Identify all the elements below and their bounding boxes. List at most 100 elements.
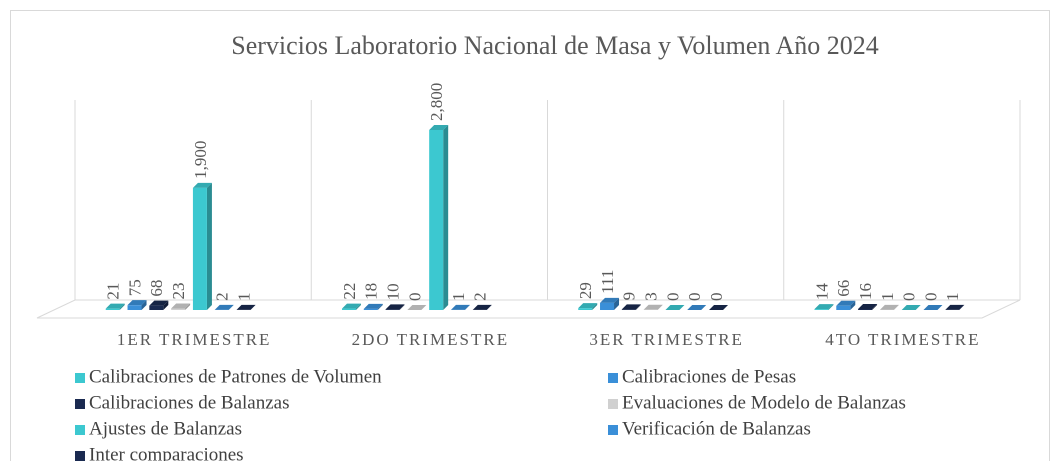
data-label: 29 bbox=[576, 282, 595, 299]
bar bbox=[429, 130, 444, 310]
legend-swatch bbox=[608, 373, 618, 383]
data-label: 111 bbox=[598, 270, 617, 294]
bar-top bbox=[578, 303, 598, 309]
x-tick-label: 2DO TRIMESTRE bbox=[352, 330, 509, 349]
bar-side bbox=[206, 182, 212, 310]
bar bbox=[105, 308, 120, 310]
bar-top bbox=[879, 304, 899, 310]
data-label: 10 bbox=[383, 283, 402, 300]
bar-side bbox=[163, 300, 169, 310]
bar-top bbox=[236, 304, 256, 310]
legend-swatch bbox=[75, 399, 85, 409]
bar-top bbox=[814, 304, 834, 310]
bar-top bbox=[363, 303, 383, 309]
bar-side bbox=[635, 304, 641, 310]
bar-top bbox=[149, 300, 169, 306]
bar-top bbox=[214, 304, 234, 310]
chart-title: Servicios Laboratorio Nacional de Masa y… bbox=[231, 31, 878, 60]
bar-top bbox=[923, 305, 943, 310]
bar-top bbox=[687, 305, 707, 310]
data-label: 21 bbox=[104, 283, 123, 300]
bar-top bbox=[171, 303, 191, 309]
bar-top bbox=[600, 297, 620, 303]
data-label: 22 bbox=[340, 283, 359, 300]
bar-top bbox=[621, 304, 641, 310]
bar bbox=[192, 187, 207, 310]
bar-side bbox=[893, 304, 899, 310]
bar bbox=[600, 302, 615, 310]
bar bbox=[127, 305, 142, 310]
data-label: 1 bbox=[878, 292, 897, 301]
data-label: 0 bbox=[900, 293, 919, 302]
legend-label: Evaluaciones de Modelo de Balanzas bbox=[622, 392, 906, 413]
legend-label: Ajustes de Balanzas bbox=[89, 418, 242, 439]
data-label: 2 bbox=[471, 292, 490, 301]
x-tick-label: 1ER TRIMESTRE bbox=[117, 330, 272, 349]
bar-top bbox=[429, 125, 449, 130]
data-label: 66 bbox=[834, 280, 853, 297]
legend-swatch bbox=[608, 399, 618, 409]
bar-top bbox=[385, 304, 405, 310]
legend-label: Calibraciones de Patrones de Volumen bbox=[89, 366, 382, 387]
data-label: 0 bbox=[685, 293, 704, 302]
bar-top bbox=[407, 305, 427, 310]
bar-side bbox=[141, 300, 147, 310]
bar-side bbox=[377, 303, 383, 310]
x-tick-label: 3ER TRIMESTRE bbox=[589, 330, 744, 349]
bar bbox=[836, 305, 851, 310]
bar bbox=[814, 309, 829, 310]
legend-label: Calibraciones de Pesas bbox=[622, 366, 796, 387]
data-label: 2,800 bbox=[427, 83, 446, 121]
bar-side bbox=[614, 297, 620, 310]
bar-side bbox=[850, 300, 856, 310]
bar-top bbox=[450, 304, 470, 310]
bar-top bbox=[665, 305, 685, 310]
bar-side bbox=[185, 303, 191, 310]
legend-swatch bbox=[75, 425, 85, 435]
bar-side bbox=[657, 304, 663, 310]
chart-border bbox=[10, 10, 1050, 461]
bar-side bbox=[464, 304, 470, 310]
bar-top bbox=[836, 300, 856, 306]
bar-side bbox=[355, 303, 361, 310]
legend-label: Calibraciones de Balanzas bbox=[89, 392, 289, 413]
data-label: 16 bbox=[856, 283, 875, 300]
data-label: 1 bbox=[449, 292, 468, 301]
bar-side bbox=[250, 304, 256, 310]
bar bbox=[858, 308, 873, 310]
bar bbox=[341, 308, 356, 310]
bar-top bbox=[341, 303, 361, 309]
bar-side bbox=[228, 304, 234, 310]
bar-side bbox=[592, 303, 598, 310]
bar-side bbox=[119, 303, 125, 310]
bar-side bbox=[486, 304, 492, 310]
bar-top bbox=[643, 304, 663, 310]
data-label: 14 bbox=[812, 283, 831, 301]
legend-label: Verificación de Balanzas bbox=[622, 418, 811, 439]
bar-top bbox=[105, 303, 125, 309]
bar bbox=[363, 308, 378, 310]
data-label: 0 bbox=[663, 293, 682, 302]
bar bbox=[171, 308, 186, 310]
data-label: 75 bbox=[125, 279, 144, 296]
bar-top bbox=[945, 304, 965, 310]
bar-side bbox=[959, 304, 965, 310]
bar bbox=[578, 308, 593, 310]
data-label: 2 bbox=[213, 292, 232, 301]
bar-top bbox=[709, 305, 729, 310]
bar-side bbox=[399, 304, 405, 310]
data-label: 9 bbox=[620, 292, 639, 301]
legend-label: Inter comparaciones bbox=[89, 444, 244, 461]
data-label: 68 bbox=[147, 280, 166, 297]
data-label: 23 bbox=[169, 283, 188, 300]
bar-top bbox=[472, 304, 492, 310]
bar-side bbox=[828, 304, 834, 310]
data-label: 0 bbox=[921, 293, 940, 302]
bar-top bbox=[858, 303, 878, 309]
bar-side bbox=[872, 303, 878, 310]
bar-side bbox=[443, 125, 449, 310]
data-label: 1 bbox=[943, 292, 962, 301]
data-label: 1 bbox=[234, 292, 253, 301]
bar-top bbox=[901, 305, 921, 310]
